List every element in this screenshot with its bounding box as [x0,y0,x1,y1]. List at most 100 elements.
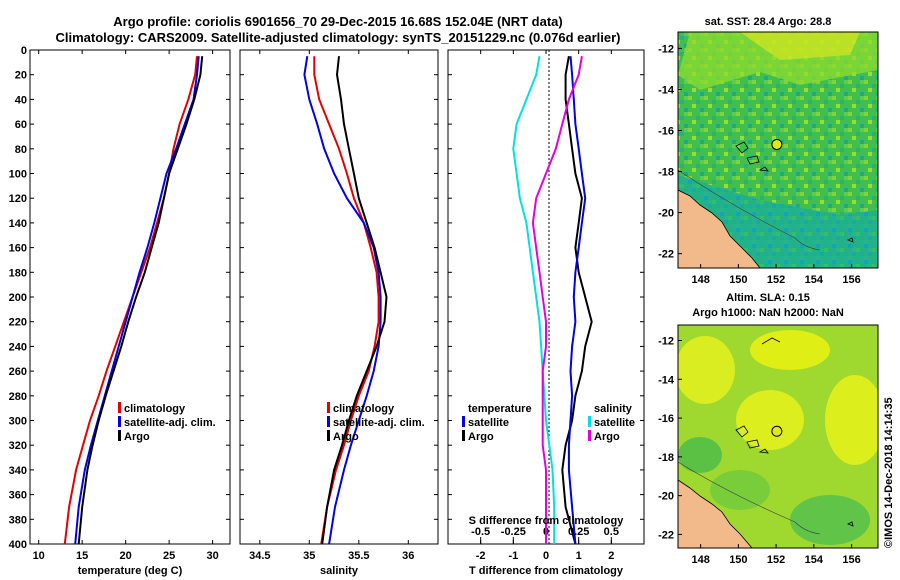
sst-map-title: sat. SST: 28.4 Argo: 28.8 [705,16,832,28]
sla-reefs [735,337,854,527]
difference-panel: -2 -1 0 1 2-0.5 -0.25 0 0.25 0.5 T difference fr… [447,49,645,577]
depth-tick-label: 380 [9,514,27,526]
series-line-argo [77,56,204,544]
sla-low-3 [678,437,722,473]
lon-tick-label: 148 [691,274,709,286]
depth-tick-label: 40 [15,94,27,106]
salinity-xlabel: salinity [320,565,359,577]
depth-tick-label: 180 [9,267,27,279]
depth-axis: 0 20 40 60 80 100 120 140 160 180 200 220 240 260 280 3… [9,45,230,551]
temperature-plot-frame [29,49,231,545]
sst-map-field [678,32,878,268]
depth-tick-label: 140 [9,218,27,230]
sla-low-1 [790,495,870,545]
figure-title-line1: Argo profile: coriolis 6901656_70 29-Dec… [113,14,562,29]
legend-climatology: climatology [333,403,395,415]
legend-satellite: satellite-adj. clim. [333,417,425,429]
salinity-depth-ticks [240,49,438,545]
legend-swatch-s-argo [588,430,591,441]
x-tick-label: 30 [206,550,218,562]
s-diff-tick-label: -0.25 [501,526,526,538]
series-line-t-satellite [512,56,556,544]
series-line-satellite-adj-clim- [303,56,382,544]
lat-tick-label: -20 [658,208,674,220]
temperature-panel: 0 20 40 60 80 100 120 140 160 180 200 220 240 260 280 3… [9,45,231,577]
legend-swatch-climatology [327,402,330,413]
legend-swatch-climatology [118,402,121,413]
lon-tick-label: 154 [805,274,824,286]
sla-map: Altim. SLA: 0.15 Argo h1000: NaN h2000: … [658,292,879,566]
sla-map-axes: 148 150 152 154 156 -12 -14 -16 -18 -20 -22 [658,336,861,566]
depth-tick-label: 400 [9,539,27,551]
depth-tick-label: 160 [9,243,27,255]
temperature-lines [63,56,204,544]
lat-tick-label: -18 [658,452,674,464]
depth-tick-label: 20 [15,70,27,82]
sla-low-2 [710,470,770,510]
salinity-x-axis: 34.5 35 35.5 36 [249,50,414,562]
legend-swatch-satellite [118,416,121,427]
sst-hot-region [740,32,860,60]
legend-t-argo: Argo [468,431,494,443]
difference-lines [512,56,593,544]
lon-tick-label: 154 [805,554,824,566]
legend-swatch-argo [118,430,121,441]
salinity-panel: 34.5 35 35.5 36 salinity climatology satell… [239,49,439,577]
depth-tick-label: 60 [15,119,27,131]
lon-tick-label: 156 [842,274,860,286]
temperature-xlabel: temperature (deg C) [78,565,183,577]
x-tick-label: 20 [120,550,132,562]
lat-tick-label: -20 [658,491,674,503]
sla-land [678,479,753,548]
depth-tick-label: 280 [9,391,27,403]
sla-bathy-contour [678,461,821,535]
sla-high-4 [736,390,804,450]
series-line-s-argo [531,56,583,544]
depth-tick-label: 200 [9,292,27,304]
legend-swatch-t-satellite [462,416,465,427]
x-tick-label: -1 [508,550,518,562]
legend-t-satellite: satellite [468,417,509,429]
salinity-lines [303,56,388,544]
sla-map-frame [677,324,879,549]
legend-swatch-argo [327,430,330,441]
x-tick-label: 35.5 [348,550,369,562]
sla-high-3 [825,375,878,465]
s-diff-tick-label: 0.5 [604,526,619,538]
argo-location-marker [771,138,783,150]
lat-tick-label: -12 [658,43,674,55]
legend-satellite: satellite-adj. clim. [124,417,216,429]
legend-argo: Argo [124,431,150,443]
difference-legend: temperature satellite Argo salinity sate… [462,403,635,443]
series-line-t-argo [561,56,593,544]
lat-tick-label: -22 [658,249,674,261]
sla-high-1 [678,336,735,404]
lon-tick-label: 150 [729,554,747,566]
x-tick-label: 34.5 [249,550,270,562]
series-line-satellite-adj-clim- [74,56,200,544]
depth-tick-label: 120 [9,193,27,205]
difference-xlabel: T difference from climatology [469,565,624,577]
sst-reefs [735,141,854,243]
x-tick-label: 0 [543,550,549,562]
x-tick-label: -2 [476,550,486,562]
series-line-climatology [313,56,380,544]
temperature-legend: climatology satellite-adj. clim. Argo [118,402,216,443]
depth-tick-label: 340 [9,465,27,477]
sst-map-axes: 148 150 152 154 156 -12 -14 -16 -18 -20 -22 [658,43,861,286]
lon-tick-label: 148 [691,554,709,566]
depth-tick-label: 320 [9,440,27,452]
depth-tick-label: 80 [15,144,27,156]
figure-title-line2: Climatology: CARS2009. Satellite-adjuste… [56,30,621,45]
x-tick-label: 2 [608,550,614,562]
lon-tick-label: 156 [842,554,860,566]
x-tick-label: 1 [576,550,582,562]
depth-tick-label: 260 [9,366,27,378]
sst-bathy-contour [678,169,821,251]
difference-depth-ticks [448,49,644,545]
series-line-argo [321,56,388,544]
sla-high-2 [750,330,830,370]
legend-salinity-title: salinity [594,403,633,415]
legend-swatch-t-argo [462,430,465,441]
